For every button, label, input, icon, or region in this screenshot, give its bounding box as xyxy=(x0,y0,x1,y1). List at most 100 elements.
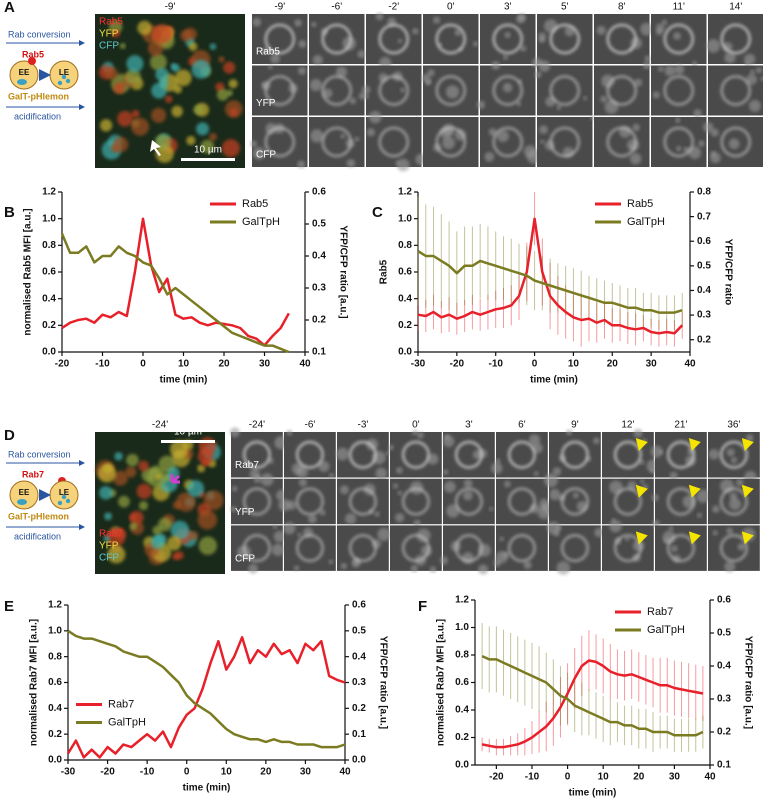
endosome xyxy=(321,75,352,106)
overview-blobs xyxy=(95,437,224,566)
tile-blob xyxy=(726,527,734,535)
tile-blob xyxy=(412,27,419,35)
panel-label: F xyxy=(418,598,427,615)
schematic-process: acidification xyxy=(14,531,61,541)
tile-blob xyxy=(643,62,651,70)
blob xyxy=(228,79,238,89)
tile-blob xyxy=(472,41,479,47)
tile-blob xyxy=(600,95,608,103)
x-tick-label: -20 xyxy=(100,767,115,778)
tile-blob xyxy=(388,444,394,451)
blob xyxy=(191,59,211,79)
tile-time: 5' xyxy=(561,2,569,13)
x-tick-label: -20 xyxy=(450,359,465,370)
legend-label: Rab5 xyxy=(242,198,268,210)
series-line xyxy=(417,217,684,335)
y-axis-label: Rab5 xyxy=(379,259,390,284)
x-tick-label: 40 xyxy=(299,359,311,370)
y-tick-label: 0.4 xyxy=(48,703,62,714)
tile-blob xyxy=(478,564,489,575)
blob xyxy=(112,470,128,486)
tile-time: -2' xyxy=(388,2,399,13)
ee-label: EE xyxy=(19,488,30,497)
tile-time: 3' xyxy=(504,2,512,13)
tile-blob xyxy=(484,151,495,162)
y2-tick-label: 0.4 xyxy=(312,251,326,262)
blob xyxy=(166,536,182,551)
tile-blob xyxy=(651,494,659,502)
y-tick-label: 1.0 xyxy=(48,625,62,636)
y2-tick-label: 0.3 xyxy=(697,310,711,321)
endosome xyxy=(295,440,324,469)
tile-blob xyxy=(495,458,501,464)
endosome xyxy=(719,487,748,516)
tile-blob xyxy=(724,52,736,64)
tile-blob xyxy=(349,97,357,105)
endosome xyxy=(295,487,324,516)
tile-blob xyxy=(309,78,323,92)
tile-blob xyxy=(454,29,462,37)
tile-blob xyxy=(445,85,460,99)
tile-blob xyxy=(230,506,237,513)
tile-blob xyxy=(692,60,698,67)
x-tick-label: 20 xyxy=(633,772,645,783)
tile-blob xyxy=(361,85,371,95)
tile-blob xyxy=(668,526,674,531)
tile-blob xyxy=(674,64,685,75)
endosome xyxy=(492,75,523,106)
x-tick-label: -30 xyxy=(411,359,426,370)
endosome xyxy=(613,534,642,563)
tile xyxy=(423,14,479,64)
tile-blob xyxy=(265,122,277,135)
series-line xyxy=(67,629,346,749)
series-line xyxy=(417,250,683,314)
tile-blob xyxy=(260,473,274,487)
tile-blob xyxy=(493,559,501,567)
tile-time: 14' xyxy=(729,2,742,13)
tile-blob xyxy=(410,564,418,573)
y-tick-label: 1.0 xyxy=(398,213,412,224)
y2-tick-label: 0.2 xyxy=(717,727,731,738)
tile-time: 21' xyxy=(674,420,687,431)
tile-time: 9' xyxy=(571,420,579,431)
tile-blob xyxy=(462,490,473,501)
endosome xyxy=(720,126,751,158)
tile-blob xyxy=(335,447,349,461)
tile-time: 8' xyxy=(618,2,626,13)
tile-blob xyxy=(652,519,660,528)
endosome xyxy=(321,126,352,158)
y2-tick-label: 0.3 xyxy=(352,677,366,688)
tile-blob xyxy=(319,509,326,516)
tile-time: -6' xyxy=(331,2,342,13)
endosome xyxy=(242,487,271,516)
blob xyxy=(187,480,205,498)
tile-blob xyxy=(698,140,705,147)
x-axis-label: time (min) xyxy=(160,375,208,386)
endosome xyxy=(492,126,523,158)
blob xyxy=(186,135,196,146)
blob xyxy=(155,67,169,82)
legend-label: GalTpH xyxy=(627,216,665,228)
tile xyxy=(655,432,707,478)
endosome xyxy=(378,23,409,55)
arrowhead xyxy=(688,484,701,498)
tile-time: 0' xyxy=(412,420,420,431)
tile-blob xyxy=(676,145,682,152)
blob xyxy=(107,545,126,564)
tile-blob xyxy=(291,463,304,475)
blob xyxy=(111,28,121,38)
probe xyxy=(61,74,67,80)
tile-blob xyxy=(329,473,335,479)
x-tick-label: -10 xyxy=(488,359,503,370)
x-tick-label: -20 xyxy=(489,772,504,783)
blob xyxy=(216,88,229,101)
tile-time: 36' xyxy=(727,420,740,431)
tile-blob xyxy=(497,130,509,143)
tile-blob xyxy=(427,69,435,77)
tile-blob xyxy=(523,145,537,158)
y-tick-label: 0.6 xyxy=(398,267,412,278)
y-axis-label: normalised Rab7 MFI [a.u.] xyxy=(29,619,40,746)
endosome xyxy=(401,487,430,516)
x-tick-label: 30 xyxy=(646,359,658,370)
